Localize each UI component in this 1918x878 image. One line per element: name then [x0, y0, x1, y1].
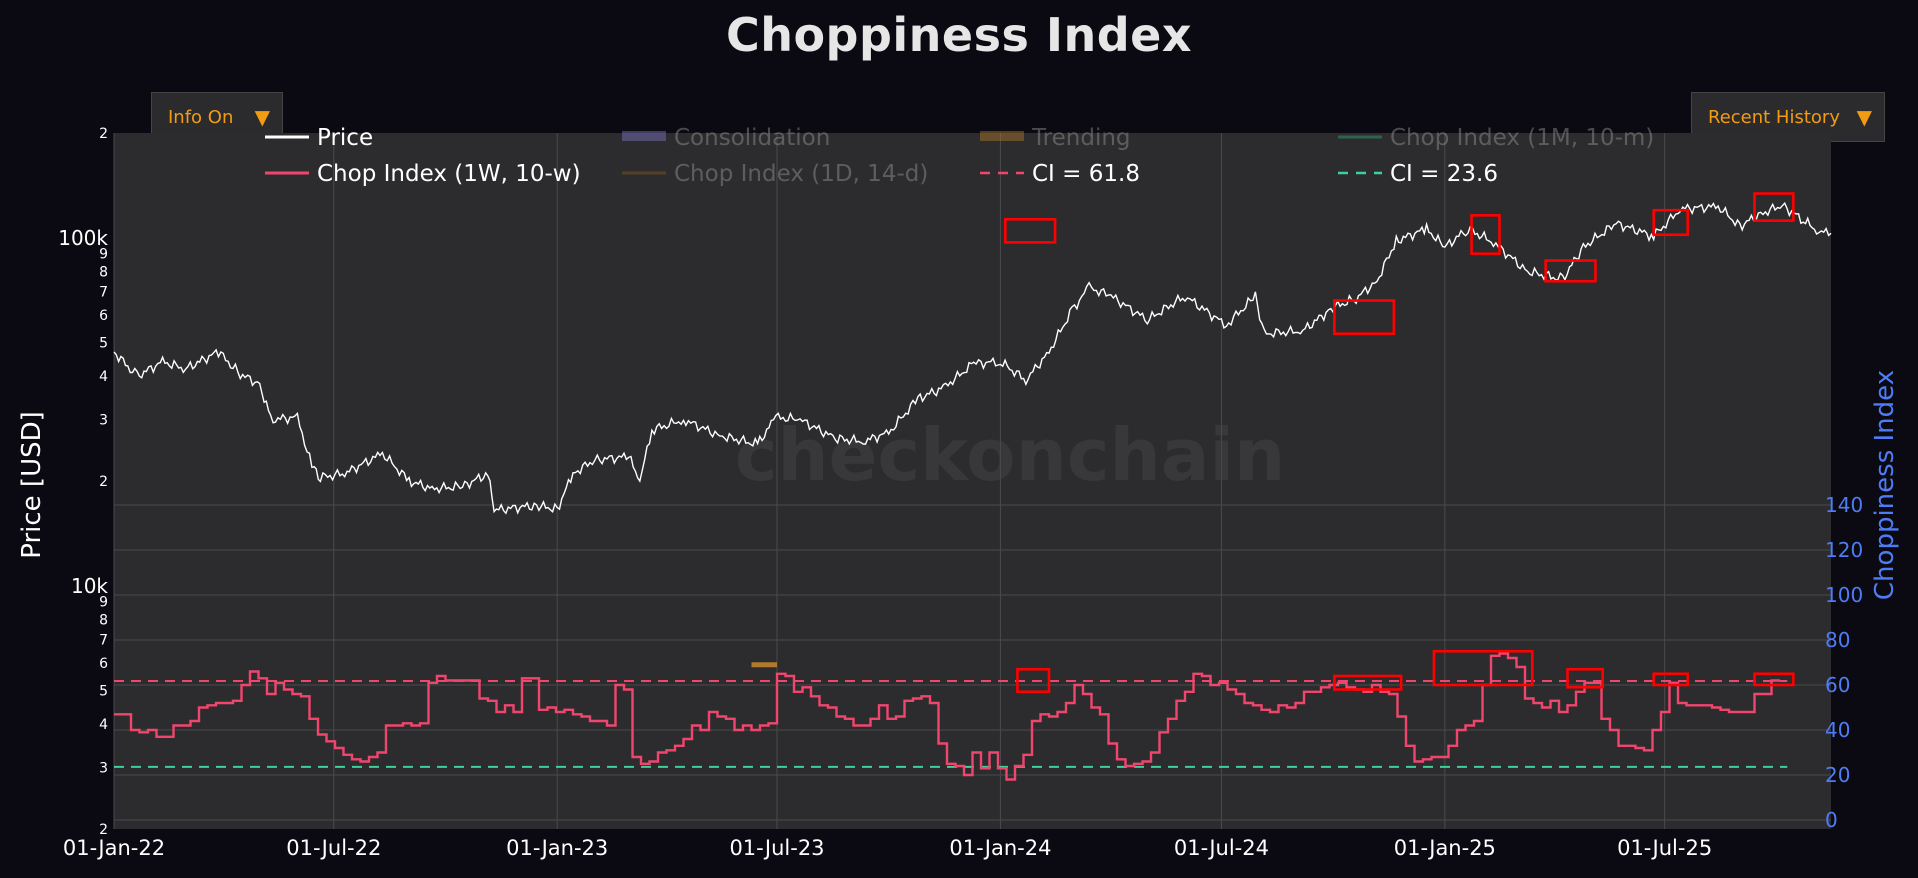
- y-left-tick-label: 6: [99, 308, 108, 324]
- legend-item[interactable]: CI = 61.8: [980, 161, 1140, 187]
- legend-label: Chop Index (1D, 14-d): [674, 161, 928, 187]
- y-left-tick-label: 2: [99, 126, 108, 142]
- y-left-tick-label: 8: [99, 264, 108, 280]
- y-right-tick-label: 0: [1825, 808, 1838, 832]
- legend-item[interactable]: CI = 23.6: [1338, 161, 1498, 187]
- y-left-tick-label: 9: [99, 595, 108, 611]
- x-tick-label: 01-Jan-25: [1394, 836, 1496, 860]
- highlight-box: [1333, 299, 1396, 336]
- y-right-tick-label: 40: [1825, 718, 1850, 742]
- y-right-tick-label: 100: [1825, 583, 1863, 607]
- legend-item[interactable]: Trending: [980, 125, 1131, 151]
- highlight-box: [1652, 672, 1690, 687]
- x-tick-label: 01-Jul-25: [1617, 836, 1712, 860]
- y-right-tick-label: 80: [1825, 628, 1850, 652]
- y-left-tick-label: 9: [99, 247, 108, 263]
- y-left-tick-label: 4: [99, 369, 108, 385]
- legend-label: Price: [317, 125, 373, 151]
- y-left-tick-label: 4: [99, 717, 108, 733]
- x-tick-label: 01-Jan-22: [63, 836, 165, 860]
- chart-title: Choppiness Index: [725, 8, 1193, 62]
- x-tick-label: 01-Jul-23: [729, 836, 824, 860]
- y-left-tick-label: 100k: [58, 226, 108, 250]
- y-left-tick-label: 3: [99, 761, 108, 777]
- info-toggle-label: Info On: [168, 106, 234, 128]
- y-right-tick-label: 140: [1825, 493, 1863, 517]
- highlight-box: [1003, 217, 1057, 244]
- highlight-box: [1652, 208, 1690, 237]
- legend-label: CI = 61.8: [1032, 161, 1140, 187]
- highlight-boxes: [1003, 192, 1795, 694]
- legend-label: Chop Index (1M, 10-m): [1390, 125, 1654, 151]
- highlight-box: [1470, 214, 1501, 255]
- dropdown-arrow-icon: ▼: [1856, 105, 1872, 129]
- reference-lines: [114, 679, 1788, 768]
- legend-label: Chop Index (1W, 10-w): [317, 161, 581, 187]
- legend-item[interactable]: Chop Index (1W, 10-w): [265, 161, 581, 187]
- legend[interactable]: Price Consolidation Trending Chop Index (1M…: [265, 125, 1654, 187]
- highlight-box: [1544, 259, 1597, 283]
- y-axis-left-title: Price [USD]: [17, 411, 47, 559]
- watermark: checkonchain: [735, 413, 1286, 497]
- legend-swatch: [980, 131, 1024, 141]
- plot-area: [114, 133, 1831, 829]
- dropdown-arrow-icon: ▼: [254, 105, 270, 129]
- y-left-tick-label: 7: [99, 633, 108, 649]
- legend-item[interactable]: Price: [265, 125, 373, 151]
- y-axis-right-title: Choppiness Index: [1870, 370, 1900, 600]
- y-left-tick-label: 2: [99, 474, 108, 490]
- legend-label: Consolidation: [674, 125, 830, 151]
- highlight-box: [1753, 672, 1795, 687]
- y-left-tick-label: 6: [99, 656, 108, 672]
- x-tick-label: 01-Jul-24: [1174, 836, 1269, 860]
- y-left-tick-label: 5: [99, 684, 108, 700]
- highlight-box: [1753, 192, 1795, 222]
- legend-label: Trending: [1031, 125, 1131, 151]
- x-tick-label: 01-Jan-24: [949, 836, 1051, 860]
- legend-label: CI = 23.6: [1390, 161, 1498, 187]
- legend-item[interactable]: Consolidation: [622, 125, 830, 151]
- highlight-box: [1432, 649, 1534, 687]
- y-left-tick-label: 3: [99, 413, 108, 429]
- highlight-box: [1016, 667, 1051, 694]
- highlight-box: [1333, 674, 1403, 691]
- highlight-box: [1566, 667, 1605, 689]
- x-tick-label: 01-Jul-22: [286, 836, 381, 860]
- axes: 0 20 40 60 80 100 120 140 01-Jan-22 01-Jul-22 01-J…: [58, 126, 1863, 860]
- y-left-tick-label: 5: [99, 336, 108, 352]
- y-left-tick-label: 7: [99, 285, 108, 301]
- legend-item[interactable]: Chop Index (1D, 14-d): [622, 161, 928, 187]
- legend-item[interactable]: Chop Index (1M, 10-m): [1338, 125, 1654, 151]
- y-left-tick-label: 10k: [71, 574, 108, 598]
- y-right-tick-label: 20: [1825, 763, 1850, 787]
- legend-swatch: [622, 131, 666, 141]
- history-range-label: Recent History: [1708, 106, 1840, 128]
- y-right-tick-label: 120: [1825, 538, 1863, 562]
- y-left-tick-label: 2: [99, 822, 108, 838]
- x-tick-label: 01-Jan-23: [506, 836, 608, 860]
- y-right-tick-label: 60: [1825, 673, 1850, 697]
- y-left-tick-label: 8: [99, 612, 108, 628]
